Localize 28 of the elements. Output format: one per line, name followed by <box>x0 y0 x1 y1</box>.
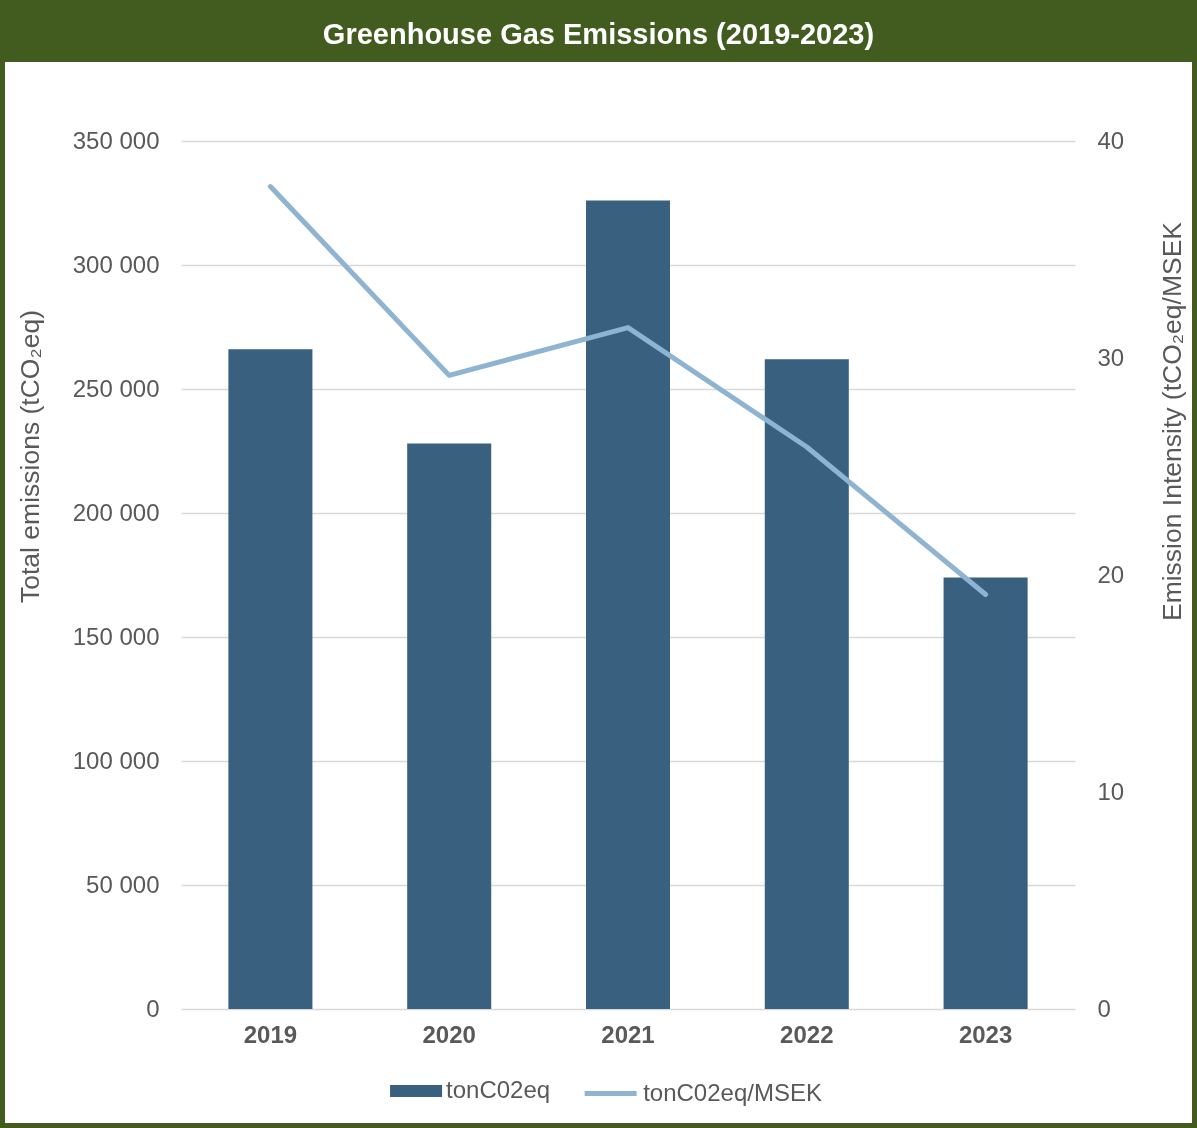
y2-tick-label: 20 <box>1097 560 1125 588</box>
y2-tick-label: 30 <box>1097 343 1125 371</box>
y2-axis-title: Emission Intensity (tCO₂eq/MSEK <box>1156 221 1187 622</box>
y-tick-label: 300 000 <box>72 250 160 278</box>
y-tick-label: 350 000 <box>72 126 160 154</box>
chart-title: Greenhouse Gas Emissions (2019-2023) <box>321 17 876 52</box>
bar <box>228 349 313 1009</box>
y-axis-title: Total emissions (tCO₂eq) <box>14 309 45 604</box>
y2-tick-label: 0 <box>1097 994 1111 1022</box>
y-tick-label: 100 000 <box>72 746 160 774</box>
y-tick-label: 0 <box>146 994 160 1022</box>
y2-tick-label: 10 <box>1097 777 1125 805</box>
legend-label: tonC02eq/MSEK <box>643 1078 822 1106</box>
y-tick-label: 50 000 <box>86 870 160 898</box>
legend-label: tonC02eq <box>446 1076 551 1103</box>
bar <box>585 200 671 1009</box>
x-tick-label: 2020 <box>422 1020 476 1048</box>
y2-tick-label: 40 <box>1097 126 1125 154</box>
bar <box>764 359 849 1009</box>
x-tick-label: 2022 <box>780 1020 834 1048</box>
bar <box>943 577 1028 1009</box>
bar <box>407 443 492 1009</box>
y-tick-label: 250 000 <box>72 374 160 402</box>
x-tick-label: 2023 <box>958 1020 1013 1048</box>
y-tick-label: 150 000 <box>72 622 160 650</box>
x-tick-label: 2019 <box>243 1020 298 1048</box>
y-tick-label: 200 000 <box>72 498 160 526</box>
x-tick-label: 2021 <box>601 1020 655 1048</box>
